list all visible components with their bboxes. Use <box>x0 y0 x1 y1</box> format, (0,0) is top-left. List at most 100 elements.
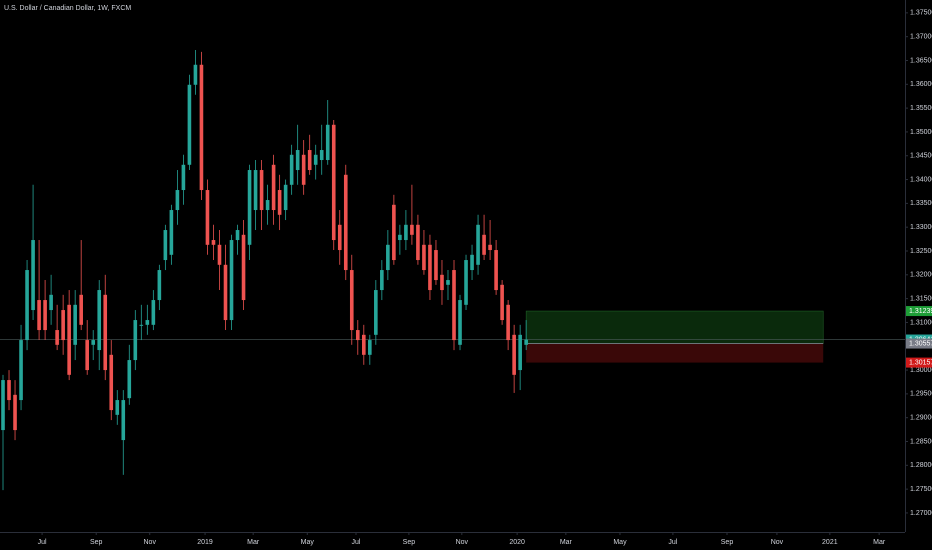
candle-body <box>319 150 324 161</box>
candle-body <box>85 340 89 371</box>
candle-body <box>145 320 150 325</box>
candle-body <box>217 244 222 265</box>
candle-body <box>271 164 276 211</box>
candle-body <box>265 200 270 211</box>
y-tick-label: 1.36500 <box>910 57 932 64</box>
entry-price-badge <box>906 338 932 349</box>
candle-body <box>337 224 342 251</box>
candle-body <box>49 294 53 311</box>
candle-body <box>127 360 132 399</box>
candle-body <box>476 224 480 265</box>
candle-body <box>464 260 468 305</box>
candle-body <box>55 330 59 345</box>
candle-body <box>380 270 384 291</box>
candle-body <box>67 304 71 375</box>
y-tick-label: 1.28000 <box>910 462 932 469</box>
candle-body <box>181 164 186 191</box>
candle-body <box>440 274 444 291</box>
candle-body <box>109 354 114 411</box>
candle-body <box>253 170 258 211</box>
candle-body <box>307 150 312 171</box>
candle-body <box>410 224 414 235</box>
candle-body <box>343 174 348 271</box>
profit-zone <box>525 310 824 344</box>
candle-body <box>518 334 522 371</box>
y-tick-label: 1.31000 <box>910 319 932 326</box>
y-tick-label: 1.33500 <box>910 200 932 207</box>
target-price-label: 1.31239 <box>909 308 932 315</box>
candle-body <box>211 240 216 245</box>
candle-body <box>277 190 282 215</box>
candle-body <box>235 230 240 241</box>
candle-body <box>247 170 252 245</box>
y-tick-label: 1.29500 <box>910 391 932 398</box>
candle-body <box>349 270 354 331</box>
candle-body <box>205 190 210 245</box>
candle-body <box>43 300 47 331</box>
candle-body <box>175 190 180 211</box>
candle-body <box>151 300 156 325</box>
y-tick-label: 1.32000 <box>910 272 932 279</box>
candle-body <box>7 380 11 401</box>
x-tick-label: Jul <box>352 539 361 546</box>
candle-body <box>368 340 372 355</box>
candle-body <box>404 224 408 241</box>
candle-body <box>325 124 330 161</box>
candle-body <box>289 154 294 185</box>
candle-body <box>31 240 35 311</box>
candle-body <box>446 280 450 285</box>
candle-body <box>470 254 474 271</box>
x-tick-label: Mar <box>560 539 573 546</box>
x-tick-label: 2020 <box>509 539 525 546</box>
candle-body <box>512 334 516 375</box>
y-tick-label: 1.37500 <box>910 10 932 17</box>
candle-body <box>313 154 318 165</box>
candle-body <box>301 154 306 185</box>
candle-body <box>398 234 402 241</box>
x-tick-label: Nov <box>456 539 469 546</box>
candle-body <box>169 210 174 255</box>
y-tick-label: 1.28500 <box>910 438 932 445</box>
y-tick-label: 1.33000 <box>910 224 932 231</box>
y-tick-label: 1.27000 <box>910 510 932 517</box>
candle-body <box>13 394 17 431</box>
candle-body <box>163 230 168 261</box>
candle-body <box>355 330 360 341</box>
candle-body <box>61 310 65 341</box>
candle-body <box>458 300 462 345</box>
x-tick-label: Jul <box>38 539 47 546</box>
candle-body <box>37 300 41 331</box>
candle-body <box>25 270 29 341</box>
y-tick-label: 1.31500 <box>910 295 932 302</box>
candle-body <box>193 64 198 85</box>
candle-body <box>97 290 102 351</box>
y-tick-label: 1.34000 <box>910 176 932 183</box>
entry-price-label: 1.30557 <box>909 340 932 347</box>
candle-body <box>259 170 264 211</box>
candle-body <box>187 84 192 165</box>
y-tick-label: 1.34500 <box>910 153 932 160</box>
x-tick-label: 2019 <box>197 539 213 546</box>
candle-body <box>295 150 300 171</box>
candle-body <box>331 124 336 241</box>
candle-body <box>392 204 396 261</box>
candle-body <box>241 234 246 301</box>
x-tick-label: Mar <box>873 539 886 546</box>
candle-body <box>452 270 456 341</box>
candle-body <box>482 234 486 255</box>
y-tick-label: 1.36000 <box>910 81 932 88</box>
candle-body <box>139 324 144 326</box>
stop-price-label: 1.30157 <box>909 359 932 366</box>
y-tick-label: 1.37000 <box>910 34 932 41</box>
candle-body <box>524 339 528 345</box>
candle-body <box>506 304 510 341</box>
y-tick-label: 1.30000 <box>910 367 932 374</box>
y-tick-label: 1.32500 <box>910 248 932 255</box>
candle-body <box>103 294 108 371</box>
candle-body <box>199 64 204 191</box>
x-tick-label: Nov <box>144 539 157 546</box>
target-price-badge <box>906 306 932 317</box>
candle-body <box>283 184 288 211</box>
